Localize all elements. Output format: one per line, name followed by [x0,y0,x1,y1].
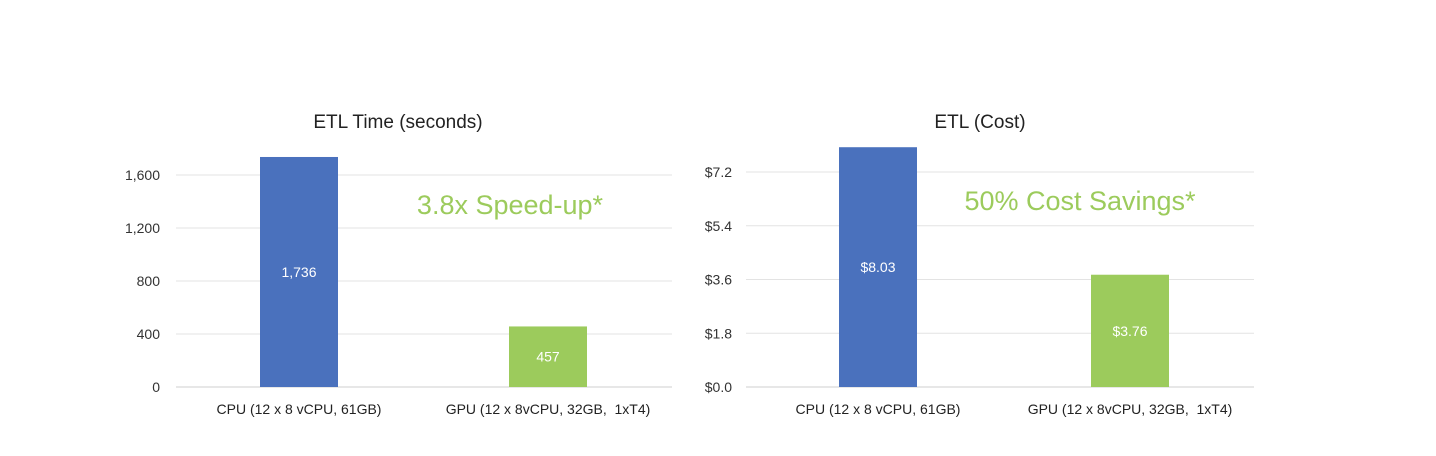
annotation: 3.8x Speed-up* [417,190,604,220]
y-tick-labels: 0 400 800 1,200 1,600 [125,167,160,395]
category-label: CPU (12 x 8 vCPU, 61GB) [796,401,961,417]
y-gridlines [746,171,1254,388]
bar [509,326,587,387]
bar [1091,274,1169,387]
data-label: $8.03 [860,259,895,275]
y-tick-label: $1.8 [705,325,732,341]
y-tick-label: 400 [137,326,161,342]
data-labels: $8.03 $3.76 [860,259,1147,339]
y-tick-label: 1,600 [125,167,160,183]
y-gridlines [176,174,672,388]
annotation: 50% Cost Savings* [964,186,1196,216]
y-tick-label: $3.6 [705,272,732,288]
data-label: $3.76 [1112,323,1147,339]
category-labels: CPU (12 x 8 vCPU, 61GB) GPU (12 x 8vCPU, … [796,401,1233,417]
category-label: CPU (12 x 8 vCPU, 61GB) [217,401,382,417]
bar [839,147,917,387]
bars [839,147,1169,387]
y-tick-label: $7.2 [705,164,732,180]
category-labels: CPU (12 x 8 vCPU, 61GB) GPU (12 x 8vCPU, … [217,401,651,417]
data-label: 457 [536,349,560,365]
category-label: GPU (12 x 8vCPU, 32GB, 1xT4) [1028,401,1233,417]
y-tick-label: 0 [152,379,160,395]
y-tick-label: $0.0 [705,379,732,395]
chart-title: ETL Time (seconds) [313,112,482,133]
etl-time-chart: ETL Time (seconds) 0 400 800 1,200 1,600 1,7… [125,112,672,417]
bars [260,156,587,387]
etl-cost-chart: ETL (Cost) $0.0 $1.8 $3.6 $5.4 $7.2 $8.03 $3.… [705,112,1254,417]
bar [260,156,338,387]
data-labels: 1,736 457 [281,264,559,365]
y-tick-label: 800 [137,273,161,289]
y-tick-label: $5.4 [705,218,732,234]
y-tick-label: 1,200 [125,220,160,236]
chart-title: ETL (Cost) [934,112,1025,133]
y-tick-labels: $0.0 $1.8 $3.6 $5.4 $7.2 [705,164,732,395]
category-label: GPU (12 x 8vCPU, 32GB, 1xT4) [446,401,651,417]
data-label: 1,736 [281,264,316,280]
